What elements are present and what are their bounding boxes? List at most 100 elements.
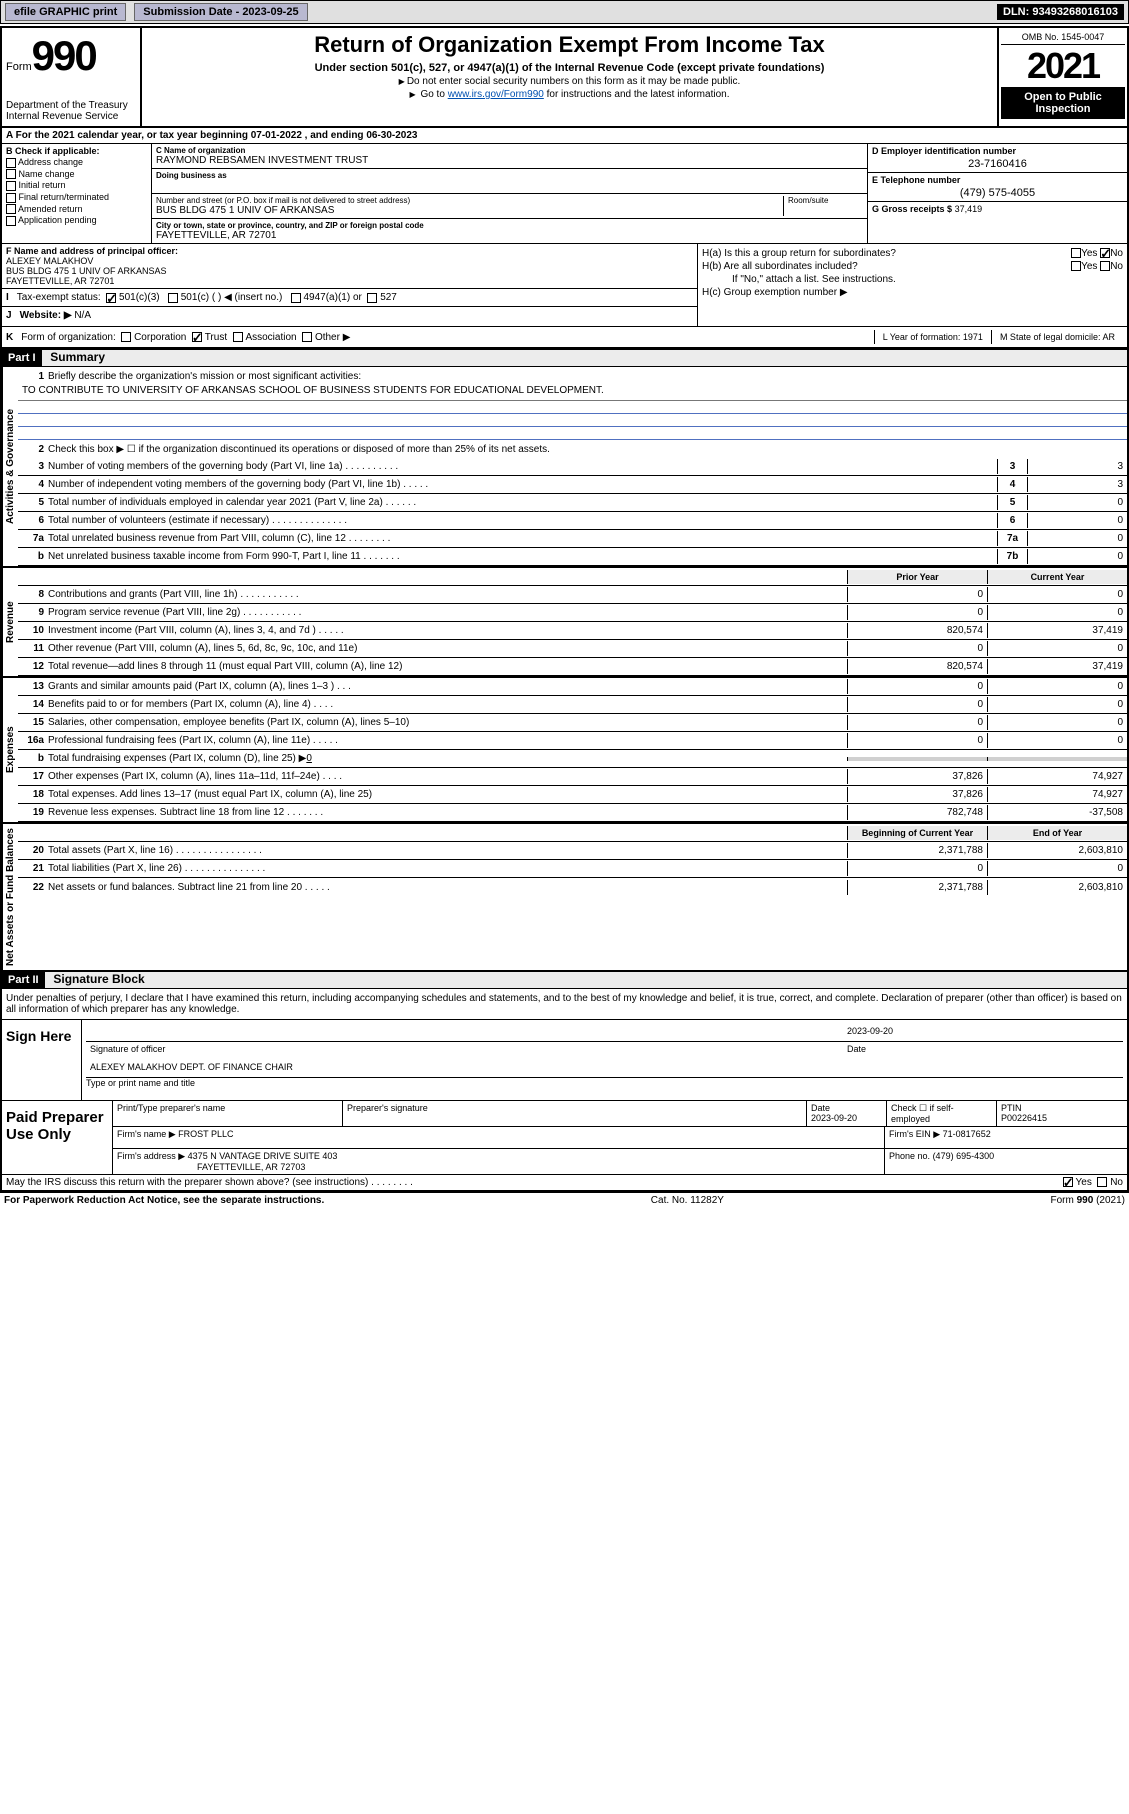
chk-initial-return[interactable]: Initial return: [6, 180, 147, 191]
val-3: 3: [1027, 459, 1127, 474]
line-14: Benefits paid to or for members (Part IX…: [46, 697, 847, 712]
p10: 820,574: [847, 623, 987, 638]
form-title: Return of Organization Exempt From Incom…: [146, 32, 993, 58]
chk-amended-return[interactable]: Amended return: [6, 204, 147, 215]
top-toolbar: efile GRAPHIC print Submission Date - 20…: [0, 0, 1129, 24]
c11: 0: [987, 641, 1127, 656]
box-f-officer: F Name and address of principal officer:…: [2, 244, 697, 326]
p15: 0: [847, 715, 987, 730]
line-3: Number of voting members of the governin…: [46, 459, 997, 474]
efile-button[interactable]: efile GRAPHIC print: [5, 3, 126, 21]
hb-no[interactable]: [1100, 261, 1110, 271]
b21: 0: [847, 861, 987, 876]
chk-address-change[interactable]: Address change: [6, 157, 147, 168]
h-b-row: H(b) Are all subordinates included? Yes …: [702, 261, 1123, 272]
preparer-line-1: Print/Type preparer's name Preparer's si…: [113, 1101, 1127, 1127]
city-label: City or town, state or province, country…: [156, 221, 863, 230]
c9: 0: [987, 605, 1127, 620]
chk-corp[interactable]: [121, 332, 131, 342]
dba-box: Doing business as: [152, 169, 867, 194]
hdr-boy: Beginning of Current Year: [847, 826, 987, 840]
dln-label: DLN: 93493268016103: [997, 4, 1124, 20]
discuss-no[interactable]: [1097, 1177, 1107, 1187]
p17: 37,826: [847, 769, 987, 784]
hb-yes[interactable]: [1071, 261, 1081, 271]
officer-addr2: FAYETTEVILLE, AR 72701: [6, 276, 693, 286]
line-9: Program service revenue (Part VIII, line…: [46, 605, 847, 620]
chk-application-pending[interactable]: Application pending: [6, 215, 147, 226]
phone-value: (479) 575-4055: [872, 187, 1123, 199]
box-e-phone: E Telephone number (479) 575-4055: [868, 173, 1127, 202]
website-value: N/A: [74, 310, 91, 321]
chk-name-change[interactable]: Name change: [6, 169, 147, 180]
l-year-formation: L Year of formation: 1971: [874, 330, 991, 344]
paid-preparer-label: Paid Preparer Use Only: [2, 1101, 112, 1174]
sig-name-row: ALEXEY MALAKHOV DEPT. OF FINANCE CHAIR: [86, 1060, 1123, 1078]
part-ii-header: Part II Signature Block: [2, 970, 1127, 989]
chk-4947[interactable]: [291, 293, 301, 303]
line-18: Total expenses. Add lines 13–17 (must eq…: [46, 787, 847, 802]
chk-501c[interactable]: [168, 293, 178, 303]
box-c-org-info: C Name of organization RAYMOND REBSAMEN …: [152, 144, 867, 243]
firm-ein-cell: Firm's EIN ▶ 71-0817652: [885, 1127, 1127, 1148]
chk-assoc[interactable]: [233, 332, 243, 342]
officer-label: F Name and address of principal officer:: [6, 246, 693, 256]
part-i-num: Part I: [2, 350, 42, 366]
part-i-header: Part I Summary: [2, 348, 1127, 367]
street-value: BUS BLDG 475 1 UNIV OF ARKANSAS: [156, 205, 783, 216]
submission-date-button[interactable]: Submission Date - 2023-09-25: [134, 3, 307, 21]
e22: 2,603,810: [987, 880, 1127, 895]
val-6: 0: [1027, 513, 1127, 528]
sig-date-row: 2023-09-20: [86, 1024, 1123, 1042]
discuss-yes[interactable]: [1063, 1177, 1073, 1187]
ha-no[interactable]: [1100, 248, 1110, 258]
form-header: Form990 Department of the TreasuryIntern…: [2, 28, 1127, 128]
firm-addr-cell: Firm's address ▶ 4375 N VANTAGE DRIVE SU…: [113, 1149, 885, 1174]
org-name: RAYMOND REBSAMEN INVESTMENT TRUST: [156, 155, 863, 166]
line-10: Investment income (Part VIII, column (A)…: [46, 623, 847, 638]
chk-other[interactable]: [302, 332, 312, 342]
sig-date-label: Date: [843, 1042, 1123, 1060]
sign-here-row: Sign Here 2023-09-20 Signature of office…: [2, 1019, 1127, 1100]
m-state-domicile: M State of legal domicile: AR: [991, 330, 1123, 344]
firm-phone-cell: Phone no. (479) 695-4300: [885, 1149, 1127, 1174]
c17: 74,927: [987, 769, 1127, 784]
irs-link[interactable]: www.irs.gov/Form990: [448, 89, 544, 100]
block-f-h: F Name and address of principal officer:…: [2, 244, 1127, 327]
form-word: Form: [6, 61, 32, 73]
preparer-line-3: Firm's address ▶ 4375 N VANTAGE DRIVE SU…: [113, 1149, 1127, 1174]
open-inspection: Open to Public Inspection: [1001, 87, 1125, 119]
footer-right: Form 990 (2021): [1051, 1195, 1125, 1206]
box-h-group: H(a) Is this a group return for subordin…: [697, 244, 1127, 326]
org-name-label: C Name of organization: [156, 146, 863, 155]
b20: 2,371,788: [847, 843, 987, 858]
dba-label: Doing business as: [156, 171, 863, 180]
p14: 0: [847, 697, 987, 712]
omb-number: OMB No. 1545-0047: [1001, 30, 1125, 45]
h-a-row: H(a) Is this a group return for subordin…: [702, 248, 1123, 259]
block-b-through-g: B Check if applicable: Address change Na…: [2, 144, 1127, 244]
chk-final-return[interactable]: Final return/terminated: [6, 192, 147, 203]
sig-labels-row: Signature of officer Date: [86, 1042, 1123, 1060]
note-ssn: Do not enter social security numbers on …: [146, 76, 993, 87]
chk-527[interactable]: [367, 293, 377, 303]
chk-trust[interactable]: [192, 332, 202, 342]
p12: 820,574: [847, 659, 987, 674]
chk-501c3[interactable]: [106, 293, 116, 303]
ha-yes[interactable]: [1071, 248, 1081, 258]
row-k-form-org: K Form of organization: Corporation Trus…: [2, 327, 1127, 348]
row-a-tax-year: A For the 2021 calendar year, or tax yea…: [2, 128, 1127, 144]
mission-blank-lines: [18, 401, 1127, 440]
mission-text: TO CONTRIBUTE TO UNIVERSITY OF ARKANSAS …: [18, 385, 1127, 401]
summary-netassets: Net Assets or Fund Balances Beginning of…: [2, 824, 1127, 970]
p8: 0: [847, 587, 987, 602]
footer-mid: Cat. No. 11282Y: [651, 1195, 724, 1206]
note-link: Go to www.irs.gov/Form990 for instructio…: [146, 89, 993, 100]
line-22: Net assets or fund balances. Subtract li…: [46, 880, 847, 895]
val-7b: 0: [1027, 549, 1127, 564]
officer-name: ALEXEY MALAKHOV: [6, 256, 693, 266]
org-name-box: C Name of organization RAYMOND REBSAMEN …: [152, 144, 867, 169]
line-15: Salaries, other compensation, employee b…: [46, 715, 847, 730]
b22: 2,371,788: [847, 880, 987, 895]
val-7a: 0: [1027, 531, 1127, 546]
